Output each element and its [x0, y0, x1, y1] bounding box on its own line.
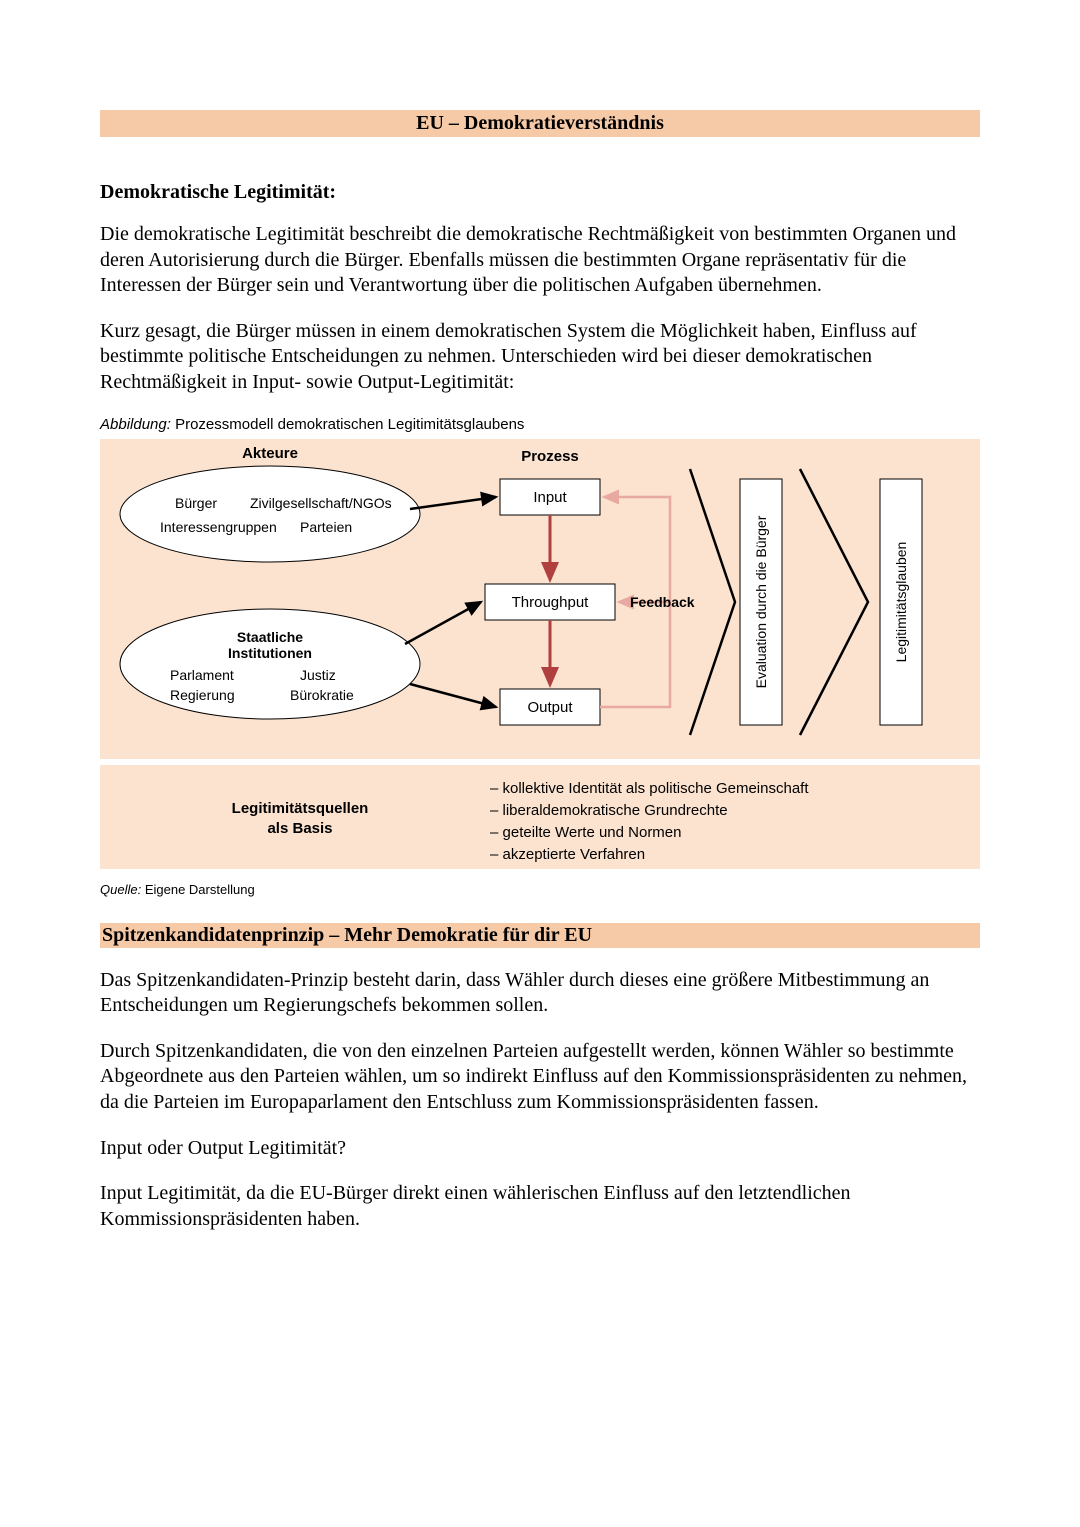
page-title-bar: EU – Demokratieverständnis: [100, 110, 980, 137]
paragraph-5: Input oder Output Legitimität?: [100, 1136, 980, 1162]
figure-caption-text: Prozessmodell demokratischen Legitimität…: [175, 416, 524, 433]
process-model-diagram: Akteure Bürger Zivilgesellschaft/NGOs Inter…: [100, 439, 980, 874]
svg-text:Bürger: Bürger: [175, 495, 217, 511]
svg-text:Zivilgesellschaft/NGOs: Zivilgesellschaft/NGOs: [250, 495, 392, 511]
svg-text:Interessengruppen: Interessengruppen: [160, 519, 277, 535]
svg-text:Feedback: Feedback: [630, 594, 695, 610]
svg-text:– kollektive Identität als pol: – kollektive Identität als politische Ge…: [490, 780, 809, 797]
svg-text:Legitimitätsglauben: Legitimitätsglauben: [893, 541, 909, 662]
paragraph-6: Input Legitimität, da die EU-Bürger dire…: [100, 1181, 980, 1232]
svg-text:– liberaldemokratische Grundre: – liberaldemokratische Grundrechte: [490, 802, 728, 819]
figure-source-text: Eigene Darstellung: [145, 882, 255, 897]
section2-heading: Spitzenkandidatenprinzip – Mehr Demokrat…: [102, 924, 592, 946]
figure-caption: Abbildung: Prozessmodell demokratischen …: [100, 416, 980, 433]
svg-text:Prozess: Prozess: [521, 448, 579, 465]
figure-source: Quelle: Eigene Darstellung: [100, 882, 980, 897]
svg-text:Institutionen: Institutionen: [228, 645, 312, 661]
svg-text:Akteure: Akteure: [242, 445, 298, 462]
svg-text:Bürokratie: Bürokratie: [290, 687, 354, 703]
svg-text:Output: Output: [527, 699, 573, 716]
paragraph-1: Die demokratische Legitimität beschreibt…: [100, 222, 980, 299]
paragraph-3: Das Spitzenkandidaten-Prinzip besteht da…: [100, 968, 980, 1019]
svg-text:Evaluation durch die Bürger: Evaluation durch die Bürger: [753, 515, 769, 688]
svg-text:– akzeptierte Verfahren: – akzeptierte Verfahren: [490, 846, 645, 863]
paragraph-2: Kurz gesagt, die Bürger müssen in einem …: [100, 319, 980, 396]
svg-text:– geteilte Werte und Normen: – geteilte Werte und Normen: [490, 824, 682, 841]
svg-text:Parlament: Parlament: [170, 667, 234, 683]
svg-text:Parteien: Parteien: [300, 519, 352, 535]
svg-text:Throughput: Throughput: [512, 594, 590, 611]
svg-text:Justiz: Justiz: [300, 667, 336, 683]
svg-text:als Basis: als Basis: [267, 820, 332, 837]
svg-text:Regierung: Regierung: [170, 687, 235, 703]
page-title: EU – Demokratieverständnis: [416, 112, 664, 134]
svg-text:Legitimitätsquellen: Legitimitätsquellen: [232, 800, 369, 817]
section1-heading: Demokratische Legitimität:: [100, 181, 980, 204]
svg-text:Staatliche: Staatliche: [237, 629, 303, 645]
paragraph-4: Durch Spitzenkandidaten, die von den ein…: [100, 1039, 980, 1116]
svg-text:Input: Input: [533, 489, 567, 506]
figure-source-label: Quelle:: [100, 882, 141, 897]
section2-heading-bar: Spitzenkandidatenprinzip – Mehr Demokrat…: [100, 923, 980, 948]
figure-caption-label: Abbildung:: [100, 416, 171, 433]
